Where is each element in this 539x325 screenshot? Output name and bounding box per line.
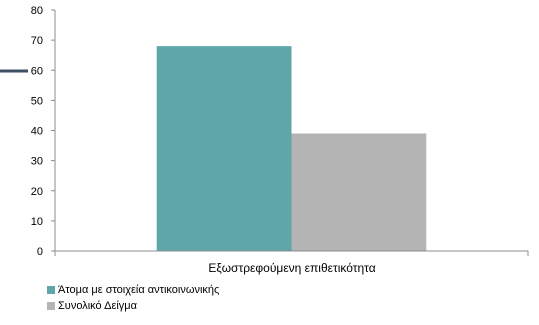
legend: Άτομα με στοιχεία αντικοινωνικής Συνολικ… (47, 282, 219, 314)
y-tick-label: 20 (31, 186, 43, 198)
y-axis-ticks: 0 10 20 30 40 50 60 70 80 (31, 5, 55, 258)
legend-label-series-1: Άτομα με στοιχεία αντικοινωνικής (58, 284, 220, 296)
x-axis-ticks (54, 251, 529, 256)
x-category-label: Εξωστρεφούμενη επιθετικότητα (208, 261, 375, 275)
y-tick-label: 10 (31, 216, 43, 228)
y-tick-label: 70 (31, 35, 43, 47)
bars (156, 46, 427, 252)
bar-series-1 (156, 46, 292, 252)
legend-swatch-series-2 (47, 302, 55, 310)
bar-series-2 (291, 133, 427, 251)
y-tick-label: 80 (31, 5, 43, 17)
legend-swatch-series-1 (47, 286, 55, 294)
legend-label-series-2: Συνολικό Δείγμα (58, 300, 137, 312)
y-tick-label: 60 (31, 65, 43, 77)
legend-item-series-1: Άτομα με στοιχεία αντικοινωνικής (47, 282, 219, 298)
y-tick-label: 40 (31, 126, 43, 138)
legend-item-series-2: Συνολικό Δείγμα (47, 298, 219, 314)
y-tick-label: 30 (31, 156, 43, 168)
y-tick-label: 0 (37, 246, 43, 258)
y-tick-label: 50 (31, 95, 43, 107)
